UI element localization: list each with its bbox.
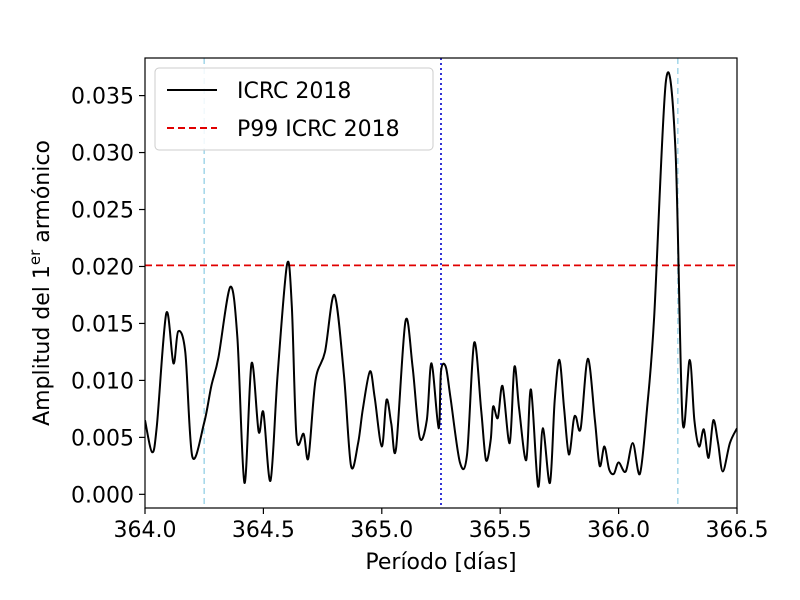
y-axis-label-prefix: Amplitud del 1: [30, 265, 55, 426]
series-line-icrc: [145, 71, 737, 488]
y-axis-label-suffix: armónico: [30, 140, 55, 250]
plot-frame: [144, 57, 738, 509]
legend-label-p99: P99 ICRC 2018: [237, 117, 400, 142]
y-tick-label: 0.000: [71, 483, 134, 508]
x-tick-label: 365.0: [350, 518, 413, 543]
x-tick-label: 365.5: [469, 518, 532, 543]
x-tick-label: 364.5: [232, 518, 295, 543]
y-axis-label: Amplitud del 1er armónico: [26, 140, 55, 426]
y-tick-label: 0.020: [71, 255, 134, 280]
x-axis-label: Período [días]: [365, 550, 516, 575]
legend-label-icrc: ICRC 2018: [237, 79, 351, 104]
y-tick-label: 0.035: [71, 85, 134, 110]
y-tick-label: 0.025: [71, 199, 134, 224]
x-tick-label: 366.5: [706, 518, 769, 543]
legend: ICRC 2018 P99 ICRC 2018: [154, 67, 434, 151]
y-tick-label: 0.010: [71, 369, 134, 394]
y-axis-label-superscript: er: [26, 249, 44, 265]
y-tick-label: 0.015: [71, 312, 134, 337]
x-tick-label: 366.0: [587, 518, 650, 543]
x-tick-label: 364.0: [114, 518, 177, 543]
y-tick-label: 0.005: [71, 426, 134, 451]
y-tick-label: 0.030: [71, 142, 134, 167]
legend-box: [154, 67, 434, 151]
